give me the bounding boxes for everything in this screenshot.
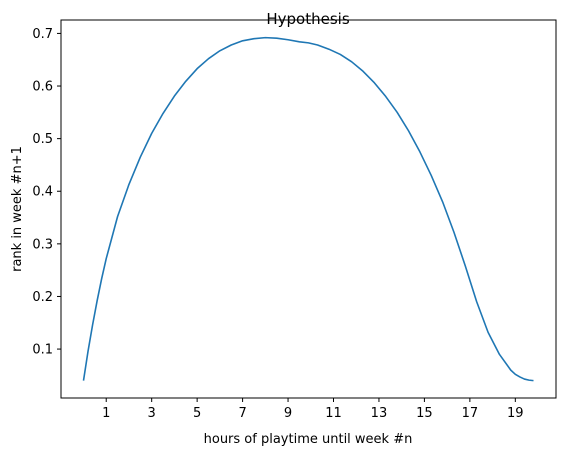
x-tick-label: 11: [325, 406, 342, 421]
x-axis-label: hours of playtime until week #n: [204, 432, 413, 447]
y-axis-label: rank in week #n+1: [10, 146, 25, 272]
x-axis: 1 3 5 7 9 11 13 15 17 19: [102, 398, 524, 421]
y-tick-label: 0.4: [32, 185, 53, 200]
y-tick-label: 0.6: [32, 80, 53, 95]
x-tick-label: 15: [416, 406, 433, 421]
x-tick-label: 19: [507, 406, 524, 421]
series-lines: [82, 36, 534, 382]
x-tick-label: 9: [284, 406, 292, 421]
y-axis: 0.1 0.2 0.3 0.4 0.5 0.6 0.7: [32, 27, 61, 358]
y-tick-label: 0.5: [32, 132, 53, 147]
plot-frame: [60, 19, 557, 399]
x-tick-label: 5: [193, 406, 201, 421]
y-tick-label: 0.3: [32, 237, 53, 252]
x-tick-label: 13: [371, 406, 388, 421]
x-tick-label: 3: [148, 406, 156, 421]
y-tick-label: 0.1: [32, 343, 53, 358]
x-tick-label: 7: [238, 406, 246, 421]
x-tick-label: 17: [462, 406, 479, 421]
x-tick-label: 1: [102, 406, 110, 421]
chart-title: Hypothesis: [266, 10, 349, 28]
series-line: [82, 36, 534, 382]
y-tick-label: 0.7: [32, 27, 53, 42]
y-tick-label: 0.2: [32, 290, 53, 305]
